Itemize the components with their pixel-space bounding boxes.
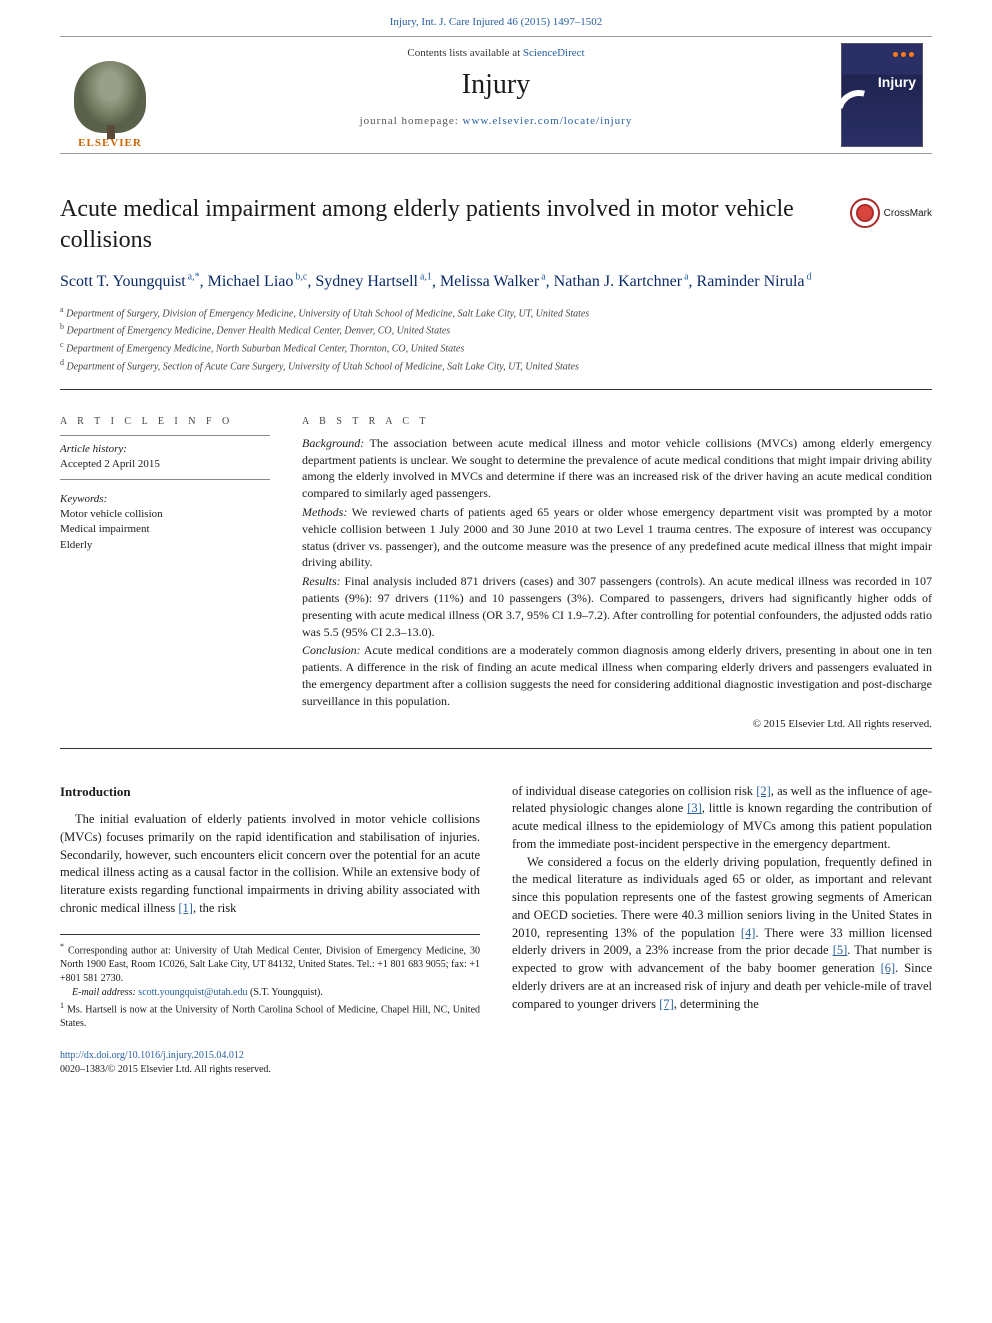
fn1-text: Ms. Hartsell is now at the University of… <box>60 1004 480 1029</box>
cover-swoosh-icon <box>828 82 891 145</box>
text-span: , determining the <box>674 997 759 1011</box>
crossmark-widget[interactable]: CrossMark <box>850 198 932 228</box>
contents-available-line: Contents lists available at ScienceDirec… <box>168 47 824 59</box>
body-column-left: Introduction The initial evaluation of e… <box>60 783 480 1078</box>
body-column-right: of individual disease categories on coll… <box>512 783 932 1078</box>
footnote-1: 1 Ms. Hartsell is now at the University … <box>60 1000 480 1031</box>
author: Raminder Nirula d <box>697 273 812 290</box>
journal-name: Injury <box>168 69 824 101</box>
affiliation: a Department of Surgery, Division of Eme… <box>60 304 932 322</box>
affiliation: b Department of Emergency Medicine, Denv… <box>60 321 932 339</box>
keywords-label: Keywords: <box>60 492 270 507</box>
keyword: Motor vehicle collision <box>60 507 270 522</box>
corr-text: Corresponding author at: University of U… <box>60 945 480 984</box>
abstract-column: A B S T R A C T Background: The associat… <box>302 416 932 730</box>
journal-homepage-line: journal homepage: www.elsevier.com/locat… <box>168 115 824 127</box>
abstract-segment: Results: Final analysis included 871 dri… <box>302 573 932 640</box>
doi-link[interactable]: http://dx.doi.org/10.1016/j.injury.2015.… <box>60 1050 244 1061</box>
elsevier-tree-icon <box>74 61 146 133</box>
journal-cover-thumbnail: Injury <box>841 43 923 147</box>
author: Melissa Walker a <box>440 273 546 290</box>
cover-title: Injury <box>878 74 916 90</box>
sciencedirect-link[interactable]: ScienceDirect <box>523 47 585 59</box>
journal-cover-block: Injury <box>832 37 932 153</box>
crossmark-label: CrossMark <box>884 208 932 219</box>
intro-paragraph-1: The initial evaluation of elderly patien… <box>60 811 480 918</box>
text-span: The initial evaluation of elderly patien… <box>60 812 480 915</box>
keywords-list: Motor vehicle collisionMedical impairmen… <box>60 507 270 553</box>
article-history-label: Article history: <box>60 442 270 457</box>
author-list: Scott T. Youngquist a,*, Michael Liao b,… <box>60 270 932 293</box>
journal-homepage-link[interactable]: www.elsevier.com/locate/injury <box>463 115 633 127</box>
article-info-heading: A R T I C L E I N F O <box>60 416 270 427</box>
email-suffix: (S.T. Youngquist). <box>248 987 323 998</box>
article-title: Acute medical impairment among elderly p… <box>60 194 838 256</box>
abstract-segment: Conclusion: Acute medical conditions are… <box>302 642 932 709</box>
footnotes-block: * Corresponding author at: University of… <box>60 934 480 1032</box>
cover-dots-icon <box>893 52 914 57</box>
article-info-column: A R T I C L E I N F O Article history: A… <box>60 416 270 730</box>
reference-link-5[interactable]: [5] <box>833 943 848 957</box>
corr-email-link[interactable]: scott.youngquist@utah.edu <box>138 987 247 998</box>
author: Michael Liao b,c <box>208 273 308 290</box>
text-span: , the risk <box>193 901 236 915</box>
reference-link-1[interactable]: [1] <box>178 901 193 915</box>
corr-sup: * <box>60 942 64 951</box>
page-footer: http://dx.doi.org/10.1016/j.injury.2015.… <box>60 1049 480 1077</box>
author: Sydney Hartsell a,1 <box>315 273 432 290</box>
abstract-segment: Methods: We reviewed charts of patients … <box>302 504 932 571</box>
affiliation: c Department of Emergency Medicine, Nort… <box>60 339 932 357</box>
email-label: E-mail address: <box>72 987 138 998</box>
reference-link-2[interactable]: [2] <box>756 784 771 798</box>
author: Scott T. Youngquist a,* <box>60 273 200 290</box>
affiliation: d Department of Surgery, Section of Acut… <box>60 357 932 375</box>
email-line: E-mail address: scott.youngquist@utah.ed… <box>60 986 480 1000</box>
affiliation-list: a Department of Surgery, Division of Eme… <box>60 304 932 390</box>
reference-link-7[interactable]: [7] <box>659 997 674 1011</box>
abstract-segment: Background: The association between acut… <box>302 435 932 502</box>
corresponding-author-note: * Corresponding author at: University of… <box>60 941 480 986</box>
crossmark-icon <box>850 198 880 228</box>
issn-copyright: 0020–1383/© 2015 Elsevier Ltd. All right… <box>60 1064 271 1075</box>
keyword: Elderly <box>60 538 270 553</box>
reference-link-4[interactable]: [4] <box>741 926 756 940</box>
contents-prefix: Contents lists available at <box>407 47 522 59</box>
reference-link-6[interactable]: [6] <box>881 961 896 975</box>
fn1-sup: 1 <box>60 1001 64 1010</box>
author: Nathan J. Kartchner a <box>554 273 689 290</box>
publisher-logo-block: ELSEVIER <box>60 37 160 153</box>
running-head-citation: Injury, Int. J. Care Injured 46 (2015) 1… <box>0 0 992 36</box>
homepage-prefix: journal homepage: <box>360 115 463 127</box>
intro-paragraph-1-cont: of individual disease categories on coll… <box>512 783 932 854</box>
introduction-heading: Introduction <box>60 783 480 801</box>
masthead-center: Contents lists available at ScienceDirec… <box>160 37 832 153</box>
accepted-date: Accepted 2 April 2015 <box>60 457 270 472</box>
keyword: Medical impairment <box>60 522 270 537</box>
abstract-heading: A B S T R A C T <box>302 416 932 427</box>
reference-link-3[interactable]: [3] <box>687 801 702 815</box>
text-span: of individual disease categories on coll… <box>512 784 756 798</box>
abstract-copyright: © 2015 Elsevier Ltd. All rights reserved… <box>302 718 932 730</box>
abstract-body: Background: The association between acut… <box>302 435 932 710</box>
journal-masthead: ELSEVIER Contents lists available at Sci… <box>60 36 932 154</box>
intro-paragraph-2: We considered a focus on the elderly dri… <box>512 854 932 1014</box>
